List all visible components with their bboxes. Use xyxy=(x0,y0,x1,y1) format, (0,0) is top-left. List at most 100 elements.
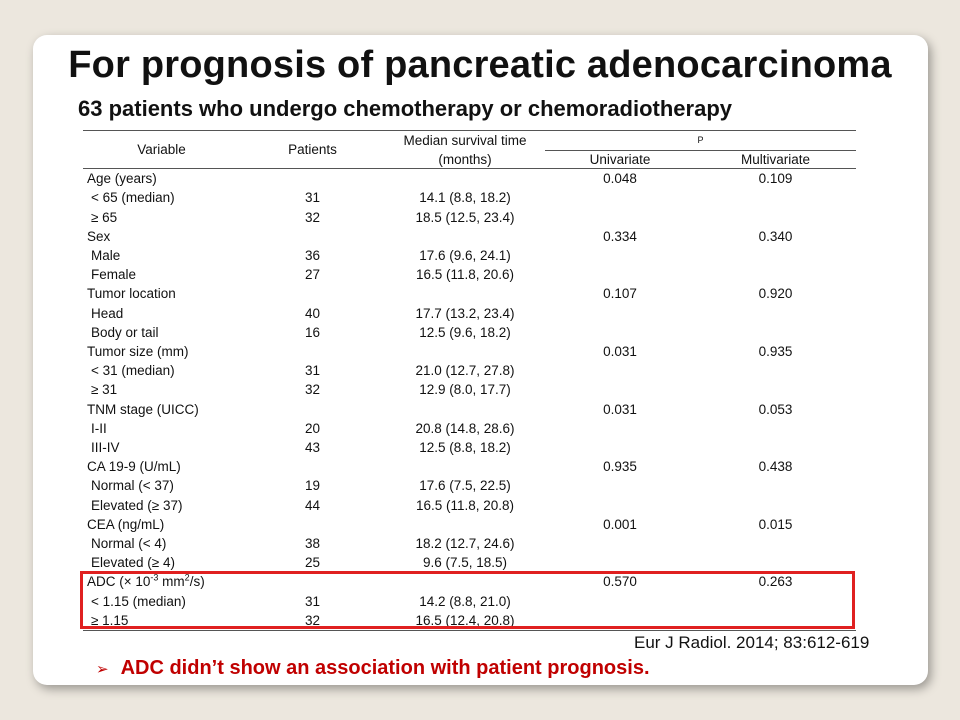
arrow-bullet-icon: ➢ xyxy=(96,661,109,678)
table-row-adc: ADC (× 10-3 mm2/s) 0.570 0.263 xyxy=(83,572,856,591)
row-patients: 25 xyxy=(304,555,321,571)
table-row: Tumor location 0.107 0.920 xyxy=(83,284,856,303)
row-multivariate xyxy=(695,553,856,572)
row-multivariate: 0.263 xyxy=(758,574,793,590)
row-label: Female xyxy=(91,267,137,283)
row-median xyxy=(385,284,545,303)
row-patients xyxy=(240,457,385,476)
table-row: Body or tail 16 12.5 (9.6, 18.2) xyxy=(83,323,856,342)
header-median-line2: (months) xyxy=(385,150,545,170)
adc-highlight-box xyxy=(80,571,855,629)
row-multivariate: 0.015 xyxy=(758,516,793,532)
table-row: Elevated (≥ 4) 25 9.6 (7.5, 18.5) xyxy=(83,553,856,572)
row-patients: 27 xyxy=(304,267,321,283)
row-patients xyxy=(240,227,385,246)
row-median: 9.6 (7.5, 18.5) xyxy=(422,555,508,571)
header-variable: Variable xyxy=(83,129,240,170)
row-patients xyxy=(240,284,385,303)
citation: Eur J Radiol. 2014; 83:612-619 xyxy=(634,633,870,652)
row-label: ≥ 31 xyxy=(91,382,118,398)
row-multivariate xyxy=(695,188,856,207)
row-patients: 31 xyxy=(304,593,321,609)
row-univariate: 0.031 xyxy=(603,401,637,417)
row-multivariate xyxy=(695,438,856,457)
row-univariate xyxy=(545,419,695,438)
row-univariate: 0.935 xyxy=(603,459,637,475)
row-multivariate xyxy=(695,496,856,515)
header-patients: Patients xyxy=(240,129,385,170)
row-patients: 31 xyxy=(304,363,321,379)
row-label: Normal (< 37) xyxy=(91,478,174,494)
row-multivariate xyxy=(695,304,856,323)
row-median xyxy=(385,169,545,189)
row-median xyxy=(385,227,545,246)
row-patients: 32 xyxy=(304,382,321,398)
table-row: Age (years) 0.048 0.109 xyxy=(83,169,856,189)
row-univariate: 0.570 xyxy=(603,574,637,590)
row-label: Head xyxy=(91,305,124,321)
row-univariate: 0.107 xyxy=(603,286,637,302)
row-label: Body or tail xyxy=(91,324,159,340)
row-median xyxy=(385,400,545,419)
table-row: Normal (< 37) 19 17.6 (7.5, 22.5) xyxy=(83,476,856,495)
table-row: < 65 (median) 31 14.1 (8.8, 18.2) xyxy=(83,188,856,207)
row-multivariate: 0.920 xyxy=(758,286,793,302)
row-multivariate xyxy=(695,361,856,380)
row-patients: 31 xyxy=(304,190,321,206)
header-median-line1: Median survival time xyxy=(385,129,545,151)
row-label: Elevated (≥ 4) xyxy=(91,555,175,571)
row-median: 17.6 (9.6, 24.1) xyxy=(419,248,511,264)
row-univariate xyxy=(545,246,695,265)
row-multivariate xyxy=(695,476,856,495)
table-row: Tumor size (mm) 0.031 0.935 xyxy=(83,342,856,361)
table-row: Head 40 17.7 (13.2, 23.4) xyxy=(83,304,856,323)
row-univariate xyxy=(545,438,695,457)
table-row: Normal (< 4) 38 18.2 (12.7, 24.6) xyxy=(83,534,856,553)
row-patients xyxy=(240,169,385,189)
header-univariate: Univariate xyxy=(545,150,695,170)
row-univariate xyxy=(545,188,695,207)
row-median: 12.5 (8.8, 18.2) xyxy=(419,440,511,456)
table-row: Elevated (≥ 37) 44 16.5 (11.8, 20.8) xyxy=(83,496,856,515)
row-median: 17.6 (7.5, 22.5) xyxy=(419,478,511,494)
row-median: 12.9 (8.0, 17.7) xyxy=(419,382,511,398)
row-label: CEA (ng/mL) xyxy=(87,516,165,532)
row-median xyxy=(385,515,545,534)
row-label: ≥ 65 xyxy=(91,209,118,225)
row-patients: 19 xyxy=(304,478,321,494)
row-univariate xyxy=(545,496,695,515)
row-median: 14.2 (8.8, 21.0) xyxy=(419,593,511,609)
row-patients xyxy=(240,515,385,534)
row-median: 20.8 (14.8, 28.6) xyxy=(415,420,515,436)
row-median: 18.2 (12.7, 24.6) xyxy=(415,536,515,552)
row-median: 18.5 (12.5, 23.4) xyxy=(415,209,515,225)
row-multivariate xyxy=(695,534,856,553)
row-multivariate xyxy=(695,208,856,227)
row-label: Normal (< 4) xyxy=(91,536,167,552)
row-univariate xyxy=(545,361,695,380)
table-row: < 31 (median) 31 21.0 (12.7, 27.8) xyxy=(83,361,856,380)
row-median: 21.0 (12.7, 27.8) xyxy=(415,363,515,379)
row-univariate xyxy=(545,304,695,323)
table-row: TNM stage (UICC) 0.031 0.053 xyxy=(83,400,856,419)
row-patients: 38 xyxy=(304,536,321,552)
row-univariate: 0.048 xyxy=(603,171,637,187)
table-row: CEA (ng/mL) 0.001 0.015 xyxy=(83,515,856,534)
row-multivariate: 0.438 xyxy=(758,459,793,475)
header-multivariate: Multivariate xyxy=(695,150,856,170)
row-univariate xyxy=(545,208,695,227)
slide-title: For prognosis of pancreatic adenocarcino… xyxy=(68,44,892,86)
row-multivariate: 0.053 xyxy=(758,401,793,417)
row-multivariate xyxy=(695,265,856,284)
row-label: Elevated (≥ 37) xyxy=(91,497,183,513)
table-row: ≥ 31 32 12.9 (8.0, 17.7) xyxy=(83,380,856,399)
row-univariate: 0.031 xyxy=(603,344,637,360)
row-label: < 1.15 (median) xyxy=(91,593,186,609)
row-label: < 31 (median) xyxy=(91,363,175,379)
row-univariate xyxy=(545,265,695,284)
slide-subtitle: 63 patients who undergo chemotherapy or … xyxy=(78,96,733,121)
row-median: 14.1 (8.8, 18.2) xyxy=(419,190,511,206)
row-univariate: 0.334 xyxy=(603,228,637,244)
table-row: I-II 20 20.8 (14.8, 28.6) xyxy=(83,419,856,438)
row-patients: 16 xyxy=(304,324,321,340)
